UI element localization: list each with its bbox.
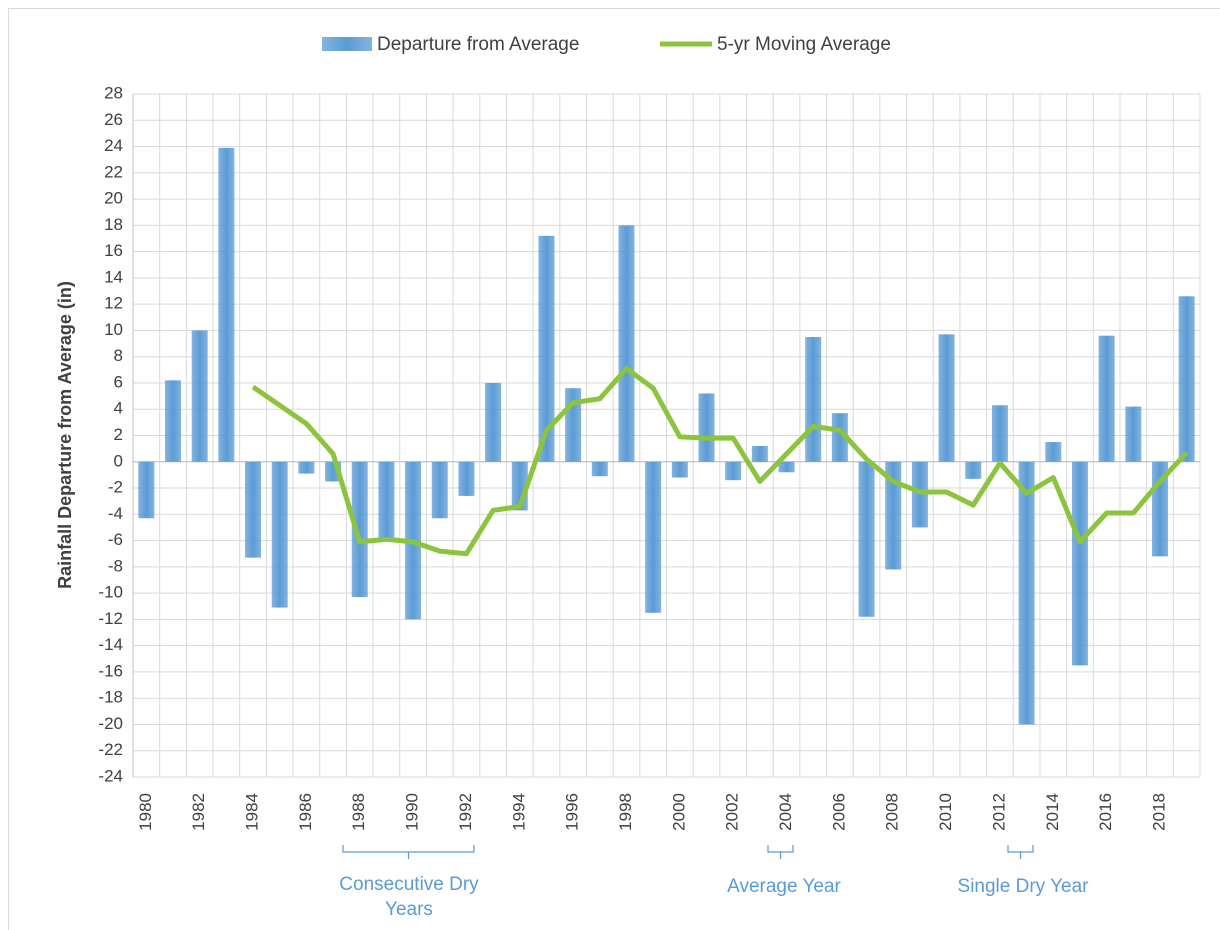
bar	[911, 461, 928, 528]
y-tick-label: 4	[114, 399, 123, 418]
annotation: Single Dry Year	[957, 876, 1089, 897]
y-tick-label: 28	[104, 83, 123, 102]
annotation: Average Year	[727, 876, 841, 897]
bar	[538, 235, 555, 462]
bar	[1018, 461, 1035, 725]
y-tick-label: 14	[104, 267, 123, 286]
y-tick-label: -22	[98, 740, 123, 759]
bar	[1045, 442, 1062, 462]
x-tick-label: 2012	[989, 793, 1008, 831]
y-tick-label: 26	[104, 110, 123, 129]
bar	[431, 461, 448, 519]
bar	[458, 461, 475, 496]
bar	[1178, 296, 1195, 462]
bar	[1071, 461, 1088, 666]
bar	[271, 461, 288, 608]
legend-label: 5-yr Moving Average	[717, 34, 891, 55]
y-tick-label: -20	[98, 714, 123, 733]
x-tick-label: 2006	[829, 793, 848, 831]
y-tick-label: -12	[98, 609, 123, 628]
bar	[165, 380, 182, 462]
bar	[965, 461, 982, 479]
bar	[245, 461, 262, 558]
bar	[1098, 335, 1115, 462]
y-tick-label: 24	[104, 136, 123, 155]
y-tick-label: 16	[104, 241, 123, 260]
y-tick-label: 6	[114, 372, 123, 391]
bar	[885, 461, 902, 570]
x-tick-label: 1998	[616, 793, 635, 831]
y-tick-label: 20	[104, 189, 123, 208]
y-tick-label: 18	[104, 215, 123, 234]
bar	[191, 330, 208, 462]
bar	[485, 382, 502, 462]
bar	[378, 461, 395, 541]
x-tick-label: 2008	[883, 793, 902, 831]
x-tick-label: 1980	[136, 793, 155, 831]
x-tick-label: 2014	[1043, 793, 1062, 831]
moving-average-line	[251, 366, 1189, 557]
x-tick-label: 1992	[456, 793, 475, 831]
bar	[698, 393, 715, 462]
bracket	[1007, 845, 1034, 859]
bracket	[767, 845, 794, 859]
bar	[218, 147, 235, 462]
bar	[991, 405, 1008, 462]
bracket	[342, 845, 475, 859]
x-tick-label: 1982	[189, 793, 208, 831]
y-tick-label: 10	[104, 320, 123, 339]
x-tick-label: 1984	[243, 793, 262, 831]
bar	[751, 446, 768, 462]
bar	[645, 461, 662, 613]
y-axis-title: Rainfall Departure from Average (in)	[55, 281, 75, 589]
bar	[725, 461, 742, 481]
y-tick-label: -10	[98, 583, 123, 602]
bar	[138, 461, 155, 519]
bar	[591, 461, 608, 477]
y-tick-label: -16	[98, 661, 123, 680]
y-tick-label: -2	[108, 478, 123, 497]
x-tick-label: 2016	[1096, 793, 1115, 831]
x-tick-label: 2018	[1149, 793, 1168, 831]
x-tick-label: 1990	[403, 793, 422, 831]
x-tick-label: 2000	[669, 793, 688, 831]
y-tick-label: -4	[108, 504, 123, 523]
bar	[351, 461, 368, 598]
y-tick-label: -18	[98, 688, 123, 707]
x-tick-label: 2004	[776, 793, 795, 831]
legend-swatch	[322, 37, 372, 51]
legend-label: Departure from Average	[377, 34, 579, 55]
y-tick-label: 22	[104, 162, 123, 181]
y-tick-label: 0	[114, 451, 123, 470]
y-tick-label: 8	[114, 346, 123, 365]
bar	[778, 461, 795, 473]
bar	[618, 225, 635, 462]
x-tick-label: 1994	[509, 793, 528, 831]
bar	[831, 413, 848, 462]
y-tick-label: -14	[98, 635, 123, 654]
y-tick-label: -24	[98, 766, 123, 785]
y-tick-label: -8	[108, 556, 123, 575]
x-tick-label: 1988	[349, 793, 368, 831]
y-tick-label: 2	[114, 425, 123, 444]
x-tick-label: 1986	[296, 793, 315, 831]
y-tick-label: -6	[108, 530, 123, 549]
bar	[565, 388, 582, 462]
x-tick-label: 1996	[563, 793, 582, 831]
bar	[671, 461, 688, 478]
x-tick-label: 2002	[723, 793, 742, 831]
bar	[805, 336, 822, 462]
bar	[858, 461, 875, 617]
annotation: Consecutive Dry Years	[339, 874, 479, 920]
frame	[8, 8, 1220, 930]
x-tick-label: 2010	[936, 793, 955, 831]
y-tick-label: 12	[104, 294, 123, 313]
bar	[1125, 406, 1142, 462]
bar	[298, 461, 315, 474]
bar	[938, 334, 955, 462]
